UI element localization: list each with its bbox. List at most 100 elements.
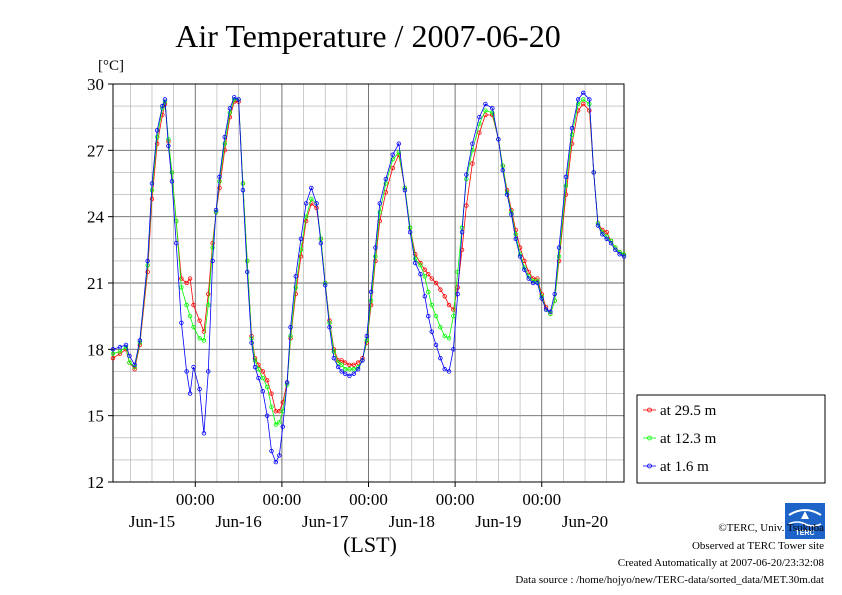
data-point — [604, 236, 609, 241]
y-tick-label: 12 — [87, 473, 104, 492]
data-point — [184, 302, 189, 308]
data-point — [347, 367, 352, 372]
data-point — [236, 97, 241, 102]
data-point — [364, 338, 369, 343]
data-point — [227, 106, 233, 111]
data-point — [331, 349, 337, 354]
data-point — [438, 325, 443, 330]
data-point — [342, 360, 348, 365]
data-point — [490, 110, 495, 115]
data-point — [390, 152, 395, 157]
data-point — [402, 187, 408, 193]
data-point — [137, 338, 143, 343]
data-point — [256, 375, 261, 381]
data-point — [418, 263, 423, 268]
data-point — [206, 291, 211, 297]
data-point — [110, 355, 116, 361]
data-point — [252, 358, 258, 363]
data-point — [210, 258, 215, 264]
data-point — [206, 302, 211, 308]
data-point — [422, 294, 427, 299]
data-point — [166, 143, 171, 149]
data-point — [154, 141, 160, 146]
data-point — [451, 307, 456, 312]
data-point — [535, 276, 540, 281]
data-point — [217, 174, 222, 180]
data-point — [535, 278, 540, 283]
data-point — [245, 269, 250, 275]
data-point — [339, 362, 344, 368]
data-point — [446, 302, 452, 308]
data-point — [179, 320, 184, 325]
data-point — [309, 196, 314, 202]
data-point — [252, 364, 258, 370]
data-point — [373, 254, 378, 259]
data-point — [197, 336, 202, 341]
data-point — [581, 90, 586, 96]
data-point — [407, 229, 413, 235]
data-point — [569, 126, 575, 131]
data-point — [342, 367, 348, 372]
legend-swatch-marker — [647, 407, 652, 413]
x-axis-label: (LST) — [343, 532, 397, 557]
legend-swatch-marker — [647, 435, 652, 441]
data-point — [581, 101, 586, 107]
data-point — [604, 229, 609, 235]
data-point — [269, 404, 274, 410]
data-point — [351, 362, 356, 368]
data-point — [197, 318, 202, 323]
data-point — [355, 367, 361, 372]
data-point — [396, 150, 402, 155]
data-point — [298, 254, 304, 259]
data-point — [240, 187, 246, 193]
data-point — [117, 349, 123, 354]
data-point — [303, 201, 309, 206]
data-point — [335, 364, 341, 370]
data-point — [160, 103, 165, 109]
data-point — [191, 325, 196, 330]
x-tick-date-label: Jun-19 — [475, 512, 521, 531]
data-point — [422, 267, 427, 272]
data-point — [260, 389, 266, 394]
data-point — [383, 181, 389, 186]
data-point — [162, 97, 168, 102]
data-point — [575, 108, 581, 113]
data-point — [213, 207, 219, 213]
data-point — [201, 431, 207, 436]
data-point — [191, 364, 196, 370]
x-tick-time-label: 00:00 — [436, 490, 475, 509]
legend-box — [636, 394, 826, 484]
data-point — [418, 271, 423, 277]
data-point — [433, 280, 439, 286]
legend: at 29.5 m at 12.3 m at 1.6 m — [636, 394, 826, 484]
data-point — [587, 97, 592, 102]
data-point — [459, 229, 465, 235]
data-point — [288, 325, 293, 330]
data-point — [530, 280, 536, 286]
data-point — [617, 252, 622, 257]
data-point — [245, 258, 250, 264]
data-point — [470, 148, 475, 153]
data-point — [446, 336, 452, 341]
data-point — [464, 203, 469, 208]
footer-source: Data source : /home/hojyo/new/TERC-data/… — [515, 574, 824, 586]
data-point — [351, 371, 356, 376]
data-point — [169, 179, 175, 184]
data-point — [552, 291, 557, 297]
data-point — [535, 280, 540, 286]
terc-logo: TERC — [785, 503, 825, 539]
x-tick-time-label: 00:00 — [176, 490, 215, 509]
data-point — [595, 223, 601, 228]
x-tick-date-label: Jun-18 — [389, 512, 435, 531]
data-point — [438, 287, 443, 292]
data-point — [347, 373, 352, 379]
data-point — [556, 245, 562, 250]
data-point — [575, 97, 581, 102]
data-point — [483, 101, 488, 107]
data-point — [264, 384, 270, 390]
data-point — [127, 353, 132, 359]
data-point — [145, 269, 150, 275]
data-point — [509, 212, 514, 217]
data-point — [145, 258, 150, 264]
data-point — [368, 289, 374, 295]
